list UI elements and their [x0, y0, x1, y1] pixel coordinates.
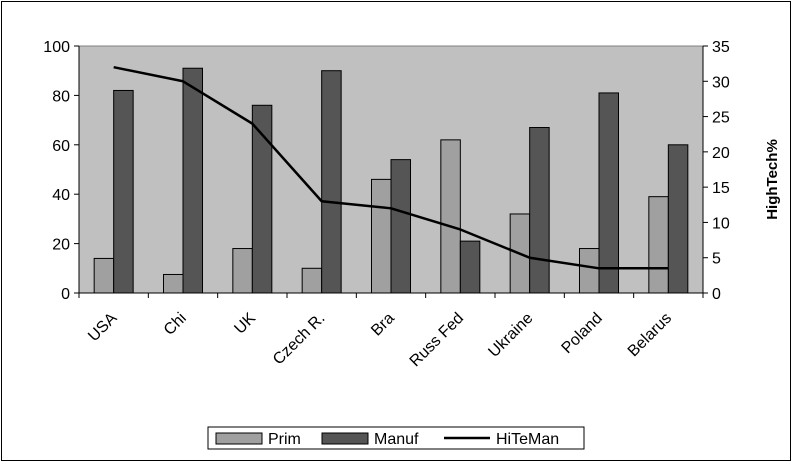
left-tick-label: 20	[52, 237, 70, 254]
right-tick-label: 30	[712, 74, 730, 91]
right-tick-label: 10	[712, 215, 730, 232]
bar-prim-5	[371, 178, 392, 294]
legend-box	[207, 426, 585, 450]
bar-prim-1	[93, 257, 115, 294]
bar-manuf-6	[459, 240, 481, 294]
right-tick-label: 35	[712, 39, 730, 56]
legend-label-prim: Prim	[268, 431, 301, 448]
line-hiteman	[113, 65, 669, 270]
bar-manuf-1	[113, 89, 134, 294]
bar-prim-6	[440, 139, 461, 294]
legend-label-manuf: Manuf	[374, 431, 419, 448]
axes-layer	[74, 45, 708, 298]
left-tick-label: 100	[43, 39, 70, 56]
bar-prim-3	[232, 248, 253, 294]
right-tick-label: 5	[712, 251, 721, 268]
legend-swatch-manuf	[321, 432, 369, 445]
legend-label-hiteman: HiTeMan	[496, 431, 559, 448]
bar-prim-2	[163, 273, 184, 294]
bar-prim-9	[648, 196, 669, 294]
bar-prim-8	[579, 248, 600, 294]
bar-manuf-7	[529, 127, 550, 294]
line-layer	[113, 65, 669, 270]
right-tick-label: 15	[712, 180, 730, 197]
bar-manuf-4	[321, 70, 342, 294]
legend: Prim Manuf HiTeMan	[207, 426, 585, 450]
right-axis-label: HighTech%	[764, 139, 781, 220]
bar-prim-4	[301, 267, 323, 294]
bar-manuf-9	[667, 144, 689, 294]
left-tick-label: 0	[61, 286, 70, 303]
bar-manuf-8	[598, 92, 619, 294]
right-tick-label: 25	[712, 110, 730, 127]
left-tick-label: 60	[52, 138, 70, 155]
left-tick-label: 80	[52, 88, 70, 105]
right-tick-label: 0	[712, 286, 721, 303]
bars-layer	[93, 67, 689, 294]
bar-manuf-2	[182, 67, 203, 294]
right-tick-label: 20	[712, 145, 730, 162]
bar-manuf-5	[390, 159, 411, 294]
left-tick-label: 40	[52, 187, 70, 204]
legend-swatch-prim	[215, 432, 263, 445]
